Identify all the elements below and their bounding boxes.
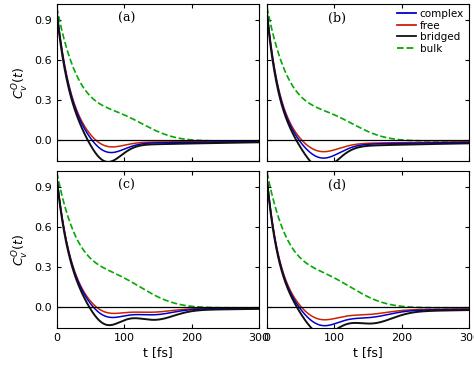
X-axis label: t [fs]: t [fs] <box>143 346 173 359</box>
Text: (c): (c) <box>118 179 135 192</box>
Legend: complex, free, bridged, bulk: complex, free, bridged, bulk <box>397 9 464 54</box>
Y-axis label: $C_v^O(t)$: $C_v^O(t)$ <box>11 233 31 266</box>
Text: (a): (a) <box>118 12 135 25</box>
Text: (b): (b) <box>328 12 346 25</box>
Text: (d): (d) <box>328 179 346 192</box>
Y-axis label: $C_v^O(t)$: $C_v^O(t)$ <box>11 66 31 99</box>
X-axis label: t [fs]: t [fs] <box>353 346 383 359</box>
